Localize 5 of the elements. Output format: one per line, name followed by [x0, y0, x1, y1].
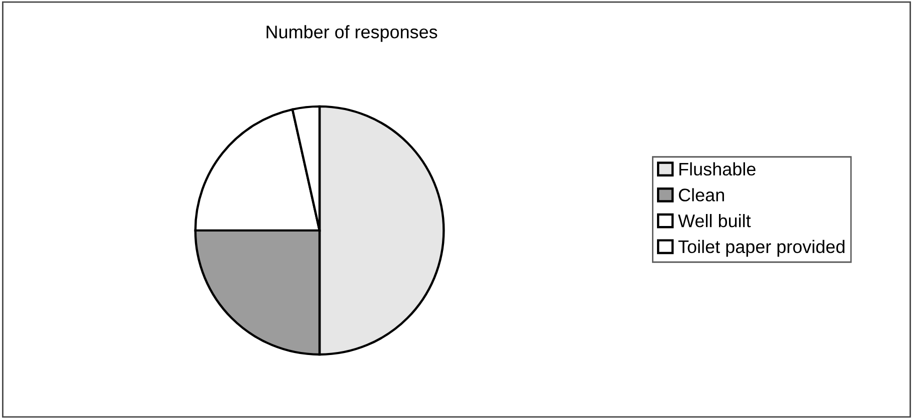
legend-label: Well built: [678, 214, 751, 228]
legend-label: Flushable: [679, 162, 756, 176]
legend-label: Clean: [678, 188, 724, 202]
chart-title: Number of responses: [266, 25, 438, 42]
legend-label: Toilet paper provided: [678, 240, 844, 257]
